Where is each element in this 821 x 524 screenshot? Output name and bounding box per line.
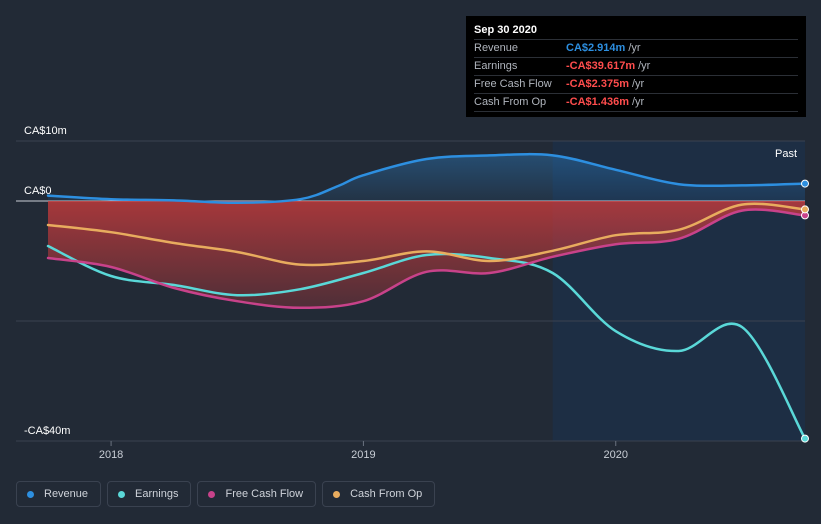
y-tick-label: -CA$40m (24, 425, 70, 437)
tooltip: Sep 30 2020 Revenue CA$2.914m /yr Earnin… (466, 16, 806, 117)
y-tick-label: CA$10m (24, 125, 67, 137)
tooltip-unit: /yr (631, 96, 645, 108)
tooltip-row-cash-from-op: Cash From Op -CA$1.436m /yr (474, 93, 798, 112)
tooltip-unit: /yr (628, 42, 641, 54)
legend-item-earnings[interactable]: Earnings (107, 481, 192, 507)
x-tick-label: 2018 (99, 449, 123, 461)
legend-item-revenue[interactable]: Revenue (16, 481, 102, 507)
free-cash-flow-line (46, 208, 806, 310)
revenue-dot-icon (27, 490, 34, 498)
tooltip-unit: /yr (631, 78, 645, 90)
tooltip-value: -CA$39.617m (566, 60, 636, 72)
legend-item-cash-from-op[interactable]: Cash From Op (322, 481, 436, 507)
legend: Revenue Earnings Free Cash Flow Cash Fro… (16, 481, 436, 507)
earnings-point (801, 434, 809, 443)
tooltip-row-earnings: Earnings -CA$39.617m /yr (474, 57, 798, 75)
x-tick-label: 2019 (351, 449, 375, 461)
x-tick-label: 2020 (604, 449, 628, 461)
tooltip-label: Earnings (474, 60, 518, 72)
chart: CA$10m CA$0 -CA$40m 2018 2019 2020 Past (16, 125, 809, 461)
past-label: Past (775, 148, 797, 160)
cash-from-op-point (801, 205, 809, 214)
tooltip-label: Free Cash Flow (474, 78, 552, 90)
cash-from-op-dot-icon (333, 490, 341, 498)
cash-from-op-line (46, 202, 806, 267)
revenue-line (46, 152, 806, 205)
y-tick-label: CA$0 (24, 185, 52, 197)
legend-label: Free Cash Flow (225, 488, 304, 500)
earnings-line (46, 244, 806, 440)
legend-label: Revenue (44, 488, 89, 500)
tooltip-value: CA$2.914m (566, 42, 626, 54)
tooltip-unit: /yr (638, 60, 651, 72)
tooltip-row-revenue: Revenue CA$2.914m /yr (474, 39, 798, 57)
revenue-point (801, 179, 809, 188)
tooltip-value: -CA$2.375m (566, 78, 629, 90)
tooltip-date: Sep 30 2020 (474, 24, 537, 36)
earnings-dot-icon (118, 490, 126, 498)
tooltip-label: Cash From Op (474, 96, 547, 108)
legend-item-free-cash-flow[interactable]: Free Cash Flow (197, 481, 317, 507)
legend-label: Earnings (135, 488, 179, 500)
tooltip-value: -CA$1.436m (566, 96, 629, 108)
legend-label: Cash From Op (350, 488, 423, 500)
tooltip-row-free-cash-flow: Free Cash Flow -CA$2.375m /yr (474, 75, 798, 93)
free-cash-flow-dot-icon (208, 490, 216, 498)
revenue-area (48, 154, 805, 203)
tooltip-label: Revenue (474, 42, 519, 54)
